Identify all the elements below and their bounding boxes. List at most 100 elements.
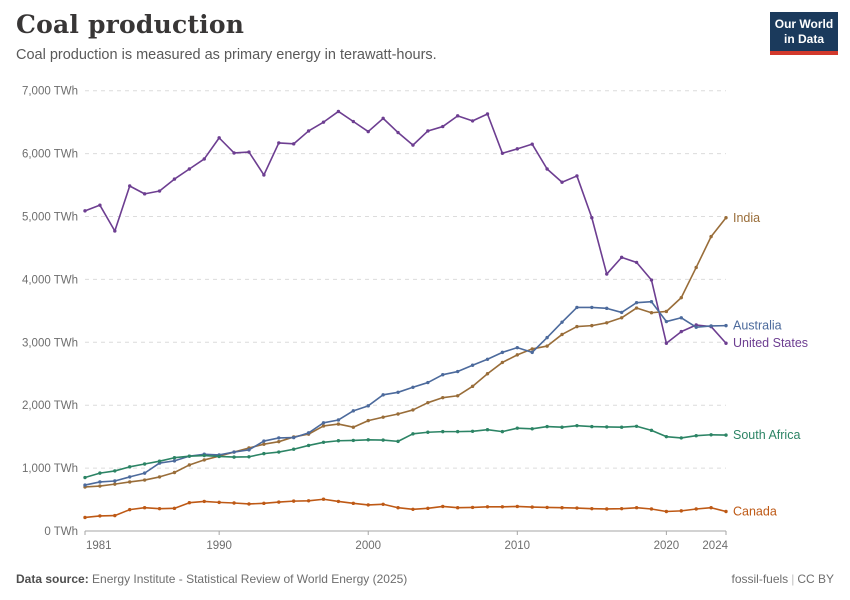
data-point[interactable]	[336, 499, 341, 504]
data-point[interactable]	[441, 372, 445, 377]
data-point[interactable]	[262, 173, 266, 177]
data-point[interactable]	[575, 423, 579, 428]
data-point[interactable]	[202, 458, 206, 462]
data-point[interactable]	[128, 465, 132, 469]
data-point[interactable]	[545, 424, 549, 429]
data-point[interactable]	[232, 501, 236, 505]
data-point[interactable]	[366, 404, 370, 408]
data-point[interactable]	[351, 409, 356, 413]
data-point[interactable]	[321, 440, 326, 445]
data-point[interactable]	[128, 184, 132, 188]
data-point[interactable]	[724, 323, 728, 328]
data-point[interactable]	[306, 129, 311, 133]
data-point[interactable]	[336, 418, 341, 422]
series-line[interactable]	[84, 424, 727, 479]
data-point[interactable]	[113, 479, 117, 483]
data-point[interactable]	[605, 306, 609, 311]
data-point[interactable]	[142, 471, 147, 475]
data-point[interactable]	[157, 506, 162, 511]
data-point[interactable]	[619, 425, 624, 429]
data-point[interactable]	[500, 505, 505, 509]
series-line[interactable]	[84, 217, 727, 488]
data-point[interactable]	[396, 506, 400, 510]
data-point[interactable]	[172, 177, 177, 181]
data-point[interactable]	[605, 272, 609, 276]
data-point[interactable]	[724, 216, 728, 220]
data-point[interactable]	[83, 475, 87, 480]
data-point[interactable]	[530, 505, 534, 509]
data-point[interactable]	[366, 503, 370, 507]
data-point[interactable]	[113, 229, 117, 233]
series-label-india[interactable]: India	[733, 211, 760, 225]
data-point[interactable]	[202, 499, 206, 504]
data-point[interactable]	[172, 456, 177, 460]
data-point[interactable]	[381, 393, 385, 397]
data-point[interactable]	[306, 431, 311, 435]
data-point[interactable]	[98, 480, 102, 484]
data-point[interactable]	[98, 203, 102, 207]
data-point[interactable]	[470, 119, 475, 123]
data-point[interactable]	[530, 427, 534, 431]
data-point[interactable]	[664, 509, 669, 514]
data-point[interactable]	[381, 438, 385, 442]
data-point[interactable]	[575, 305, 579, 310]
data-point[interactable]	[277, 436, 281, 440]
data-point[interactable]	[634, 506, 639, 510]
data-point[interactable]	[277, 500, 281, 504]
data-point[interactable]	[634, 260, 639, 265]
data-point[interactable]	[590, 305, 594, 310]
data-point[interactable]	[217, 136, 221, 140]
data-point[interactable]	[470, 505, 475, 510]
data-point[interactable]	[157, 475, 162, 479]
data-point[interactable]	[217, 500, 221, 505]
data-point[interactable]	[142, 192, 147, 196]
data-point[interactable]	[247, 448, 251, 452]
data-point[interactable]	[560, 506, 564, 510]
data-point[interactable]	[485, 357, 490, 361]
data-point[interactable]	[560, 332, 564, 337]
data-point[interactable]	[411, 408, 415, 412]
data-point[interactable]	[515, 504, 520, 509]
data-point[interactable]	[426, 430, 430, 434]
data-point[interactable]	[485, 372, 490, 376]
data-point[interactable]	[694, 265, 698, 270]
data-point[interactable]	[649, 311, 654, 315]
data-point[interactable]	[545, 335, 549, 340]
data-point[interactable]	[634, 306, 639, 310]
data-point[interactable]	[247, 502, 251, 506]
series-label-south-africa[interactable]: South Africa	[733, 428, 800, 442]
data-point[interactable]	[291, 435, 296, 440]
data-point[interactable]	[83, 483, 87, 487]
data-point[interactable]	[128, 480, 132, 484]
data-point[interactable]	[306, 499, 311, 503]
data-point[interactable]	[664, 309, 669, 314]
series-label-australia[interactable]: Australia	[733, 319, 782, 333]
data-point[interactable]	[411, 432, 415, 436]
data-point[interactable]	[351, 501, 356, 506]
data-point[interactable]	[291, 447, 296, 451]
data-point[interactable]	[664, 341, 669, 345]
data-point[interactable]	[321, 424, 326, 428]
data-point[interactable]	[679, 329, 683, 334]
data-point[interactable]	[336, 422, 341, 426]
data-point[interactable]	[485, 428, 490, 432]
data-point[interactable]	[128, 507, 132, 512]
data-point[interactable]	[262, 451, 266, 456]
data-point[interactable]	[351, 119, 356, 124]
data-point[interactable]	[679, 316, 683, 320]
data-point[interactable]	[575, 324, 579, 329]
data-point[interactable]	[113, 482, 117, 486]
data-point[interactable]	[441, 124, 445, 129]
data-point[interactable]	[545, 505, 549, 510]
data-point[interactable]	[232, 450, 236, 454]
data-point[interactable]	[470, 384, 475, 389]
data-point[interactable]	[142, 478, 147, 482]
data-point[interactable]	[530, 350, 534, 355]
data-point[interactable]	[187, 463, 192, 467]
data-point[interactable]	[649, 428, 654, 433]
data-point[interactable]	[590, 323, 594, 328]
data-point[interactable]	[83, 209, 87, 213]
data-point[interactable]	[351, 425, 356, 429]
data-point[interactable]	[381, 415, 385, 419]
data-point[interactable]	[724, 433, 728, 437]
